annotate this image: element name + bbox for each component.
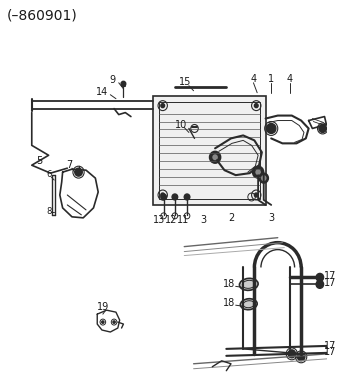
- Circle shape: [319, 125, 327, 132]
- Text: 6: 6: [46, 170, 51, 178]
- Circle shape: [316, 274, 323, 281]
- Text: 12: 12: [165, 215, 177, 225]
- Circle shape: [255, 104, 258, 107]
- Text: 4: 4: [287, 74, 293, 84]
- Text: 4: 4: [250, 74, 257, 84]
- Circle shape: [252, 166, 264, 178]
- Text: 2: 2: [228, 213, 234, 223]
- Text: 18: 18: [223, 298, 235, 308]
- Circle shape: [210, 151, 221, 163]
- Text: 3: 3: [268, 213, 274, 223]
- Text: 3: 3: [200, 215, 206, 225]
- Text: (–860901): (–860901): [7, 8, 77, 22]
- Text: 14: 14: [96, 87, 108, 97]
- Ellipse shape: [240, 299, 257, 310]
- Text: 18: 18: [223, 279, 235, 289]
- Text: 13: 13: [153, 215, 165, 225]
- Circle shape: [212, 154, 218, 160]
- Text: 17: 17: [323, 341, 336, 351]
- Circle shape: [288, 350, 295, 358]
- Circle shape: [297, 353, 305, 361]
- Circle shape: [261, 175, 267, 181]
- Circle shape: [172, 194, 178, 200]
- Circle shape: [267, 123, 276, 133]
- Circle shape: [316, 281, 323, 288]
- Text: 10: 10: [175, 120, 188, 130]
- Ellipse shape: [239, 278, 258, 290]
- Circle shape: [102, 321, 104, 323]
- Text: 9: 9: [109, 75, 115, 85]
- Text: 7: 7: [66, 160, 72, 170]
- Text: 8: 8: [46, 207, 51, 217]
- Circle shape: [121, 81, 126, 86]
- Circle shape: [255, 169, 261, 175]
- Circle shape: [161, 104, 165, 107]
- Text: 17: 17: [323, 271, 336, 281]
- Text: 11: 11: [177, 215, 189, 225]
- Text: 17: 17: [323, 278, 336, 288]
- Text: 19: 19: [97, 302, 109, 312]
- Circle shape: [259, 173, 268, 183]
- Circle shape: [75, 168, 82, 176]
- Text: 1: 1: [268, 74, 274, 84]
- Bar: [153, 96, 266, 205]
- Bar: [159, 102, 260, 199]
- Circle shape: [161, 193, 165, 197]
- Text: 15: 15: [179, 77, 191, 87]
- Circle shape: [161, 194, 166, 200]
- Circle shape: [113, 321, 115, 323]
- Text: 5: 5: [36, 156, 42, 166]
- Text: 17: 17: [323, 347, 336, 357]
- Circle shape: [255, 193, 258, 197]
- Circle shape: [184, 194, 190, 200]
